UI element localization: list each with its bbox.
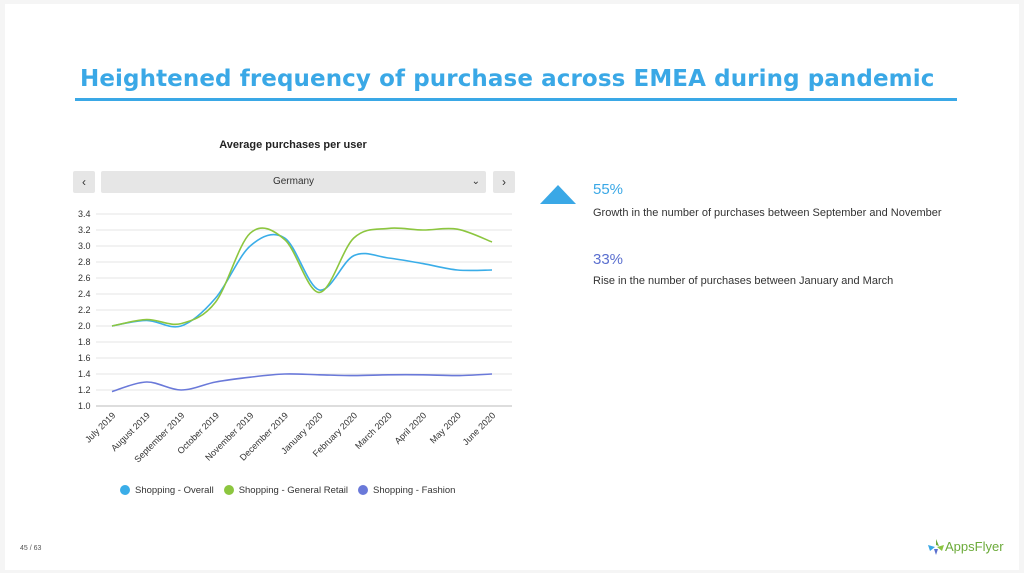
page-title: Heightened frequency of purchase across … (80, 66, 935, 92)
y-tick-label: 1.0 (78, 401, 91, 411)
country-dropdown[interactable]: Germany ⌄ (101, 171, 486, 193)
legend-label: Shopping - Fashion (373, 485, 456, 496)
y-tick-label: 1.2 (78, 385, 91, 395)
x-tick-label: July 2019 (83, 410, 117, 444)
y-tick-label: 1.8 (78, 337, 91, 347)
y-tick-label: 1.4 (78, 369, 91, 379)
y-tick-label: 2.4 (78, 289, 91, 299)
stat-text-rise: Rise in the number of purchases between … (593, 275, 894, 287)
y-tick-label: 2.2 (78, 305, 91, 315)
logo-icon (928, 539, 944, 555)
series-line-shopping-fashion (111, 373, 493, 393)
chart-legend: Shopping - Overall Shopping - General Ret… (120, 485, 465, 499)
chevron-left-icon: ‹ (82, 175, 86, 189)
y-tick-label: 2.0 (78, 321, 91, 331)
x-tick-label: June 2020 (461, 410, 498, 447)
legend-item[interactable]: Shopping - General Retail (223, 485, 349, 496)
title-underline (75, 98, 957, 101)
logo-wordmark: AppsFlyer (945, 539, 1004, 554)
stat-value-rise: 33% (593, 251, 624, 268)
legend-item[interactable]: Shopping - Fashion (358, 485, 455, 496)
appsflyer-logo: AppsFlyer (926, 536, 1006, 558)
x-tick-label: May 2020 (428, 410, 463, 445)
y-tick-label: 2.8 (78, 257, 91, 267)
legend-dot-icon (223, 485, 234, 496)
dropdown-selected-value: Germany (272, 176, 315, 187)
chart-title: Average purchases per user (219, 139, 367, 151)
legend-dot-icon (358, 485, 369, 496)
next-button[interactable]: › (493, 171, 515, 193)
legend-item[interactable]: Shopping - Overall (120, 485, 214, 496)
stat-value-growth: 55% (593, 181, 624, 198)
legend-dot-icon (120, 485, 130, 496)
legend-label: Shopping - General Retail (238, 485, 349, 496)
stat-text-growth: Growth in the number of purchases betwee… (593, 207, 942, 219)
chevron-right-icon: › (502, 175, 506, 189)
series-line-shopping-overall (111, 233, 493, 328)
legend-label: Shopping - Overall (135, 485, 214, 496)
series-line-shopping-general-retail (111, 227, 493, 327)
y-tick-label: 3.2 (78, 225, 91, 235)
x-tick-label: April 2020 (393, 410, 429, 446)
triangle-up-icon (540, 185, 576, 204)
y-tick-label: 1.6 (78, 353, 91, 363)
page-indicator: 45 / 63 (20, 545, 42, 552)
y-tick-label: 2.6 (78, 273, 91, 283)
previous-button[interactable]: ‹ (73, 171, 95, 193)
chevron-down-icon: ⌄ (471, 176, 480, 187)
x-tick-label: March 2020 (353, 410, 394, 451)
y-tick-label: 3.4 (78, 209, 91, 219)
y-tick-label: 3.0 (78, 241, 91, 251)
